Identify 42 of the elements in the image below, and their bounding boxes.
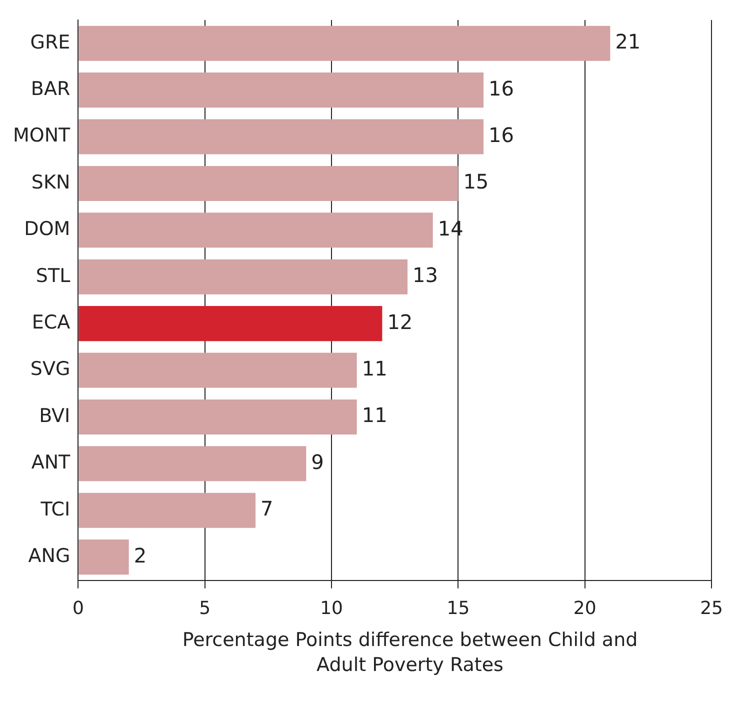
data-label: 11	[362, 403, 388, 428]
bar	[78, 306, 382, 342]
data-label: 16	[488, 122, 514, 147]
y-tick-label: DOM	[24, 218, 70, 240]
data-label: 9	[311, 450, 324, 474]
y-tick-label: TCI	[40, 498, 70, 520]
bar	[78, 540, 129, 575]
bar	[78, 492, 256, 528]
y-tick-label: SKN	[31, 171, 70, 194]
y-tick-label: BAR	[30, 78, 70, 100]
x-tick-label: 5	[199, 598, 211, 619]
data-label: 13	[412, 263, 438, 288]
data-label: 11	[362, 356, 388, 380]
x-tick-label: 25	[700, 598, 723, 619]
data-label: 15	[463, 170, 489, 194]
x-tick-label: 10	[320, 598, 343, 619]
y-tick-label: ANG	[28, 544, 70, 567]
bar	[78, 72, 484, 108]
bar	[78, 212, 433, 248]
x-tick-label: 15	[446, 598, 470, 619]
y-tick-label: STL	[36, 264, 71, 287]
bar	[78, 26, 610, 61]
y-tick-label: GRE	[30, 31, 70, 54]
data-label: 12	[387, 310, 413, 334]
y-tick-label: SVG	[30, 358, 70, 380]
y-tick-label: BVI	[39, 404, 70, 427]
bar	[78, 352, 357, 388]
bar	[78, 259, 408, 294]
x-tick-label: 20	[573, 598, 596, 619]
y-tick-label: MONT	[12, 124, 71, 147]
data-label: 2	[134, 543, 147, 568]
data-label: 21	[615, 30, 641, 54]
bar	[78, 399, 357, 434]
data-label: 16	[488, 76, 514, 100]
x-axis-title: Percentage Points difference between Child and Adult Poverty Rates	[181, 628, 639, 678]
bar	[78, 166, 458, 201]
x-tick-label: 0	[72, 598, 84, 619]
bar	[78, 119, 484, 154]
y-tick-label: ECA	[32, 311, 70, 334]
y-tick-label: ANT	[31, 452, 71, 474]
bar	[78, 446, 306, 482]
data-label: 7	[260, 496, 274, 521]
